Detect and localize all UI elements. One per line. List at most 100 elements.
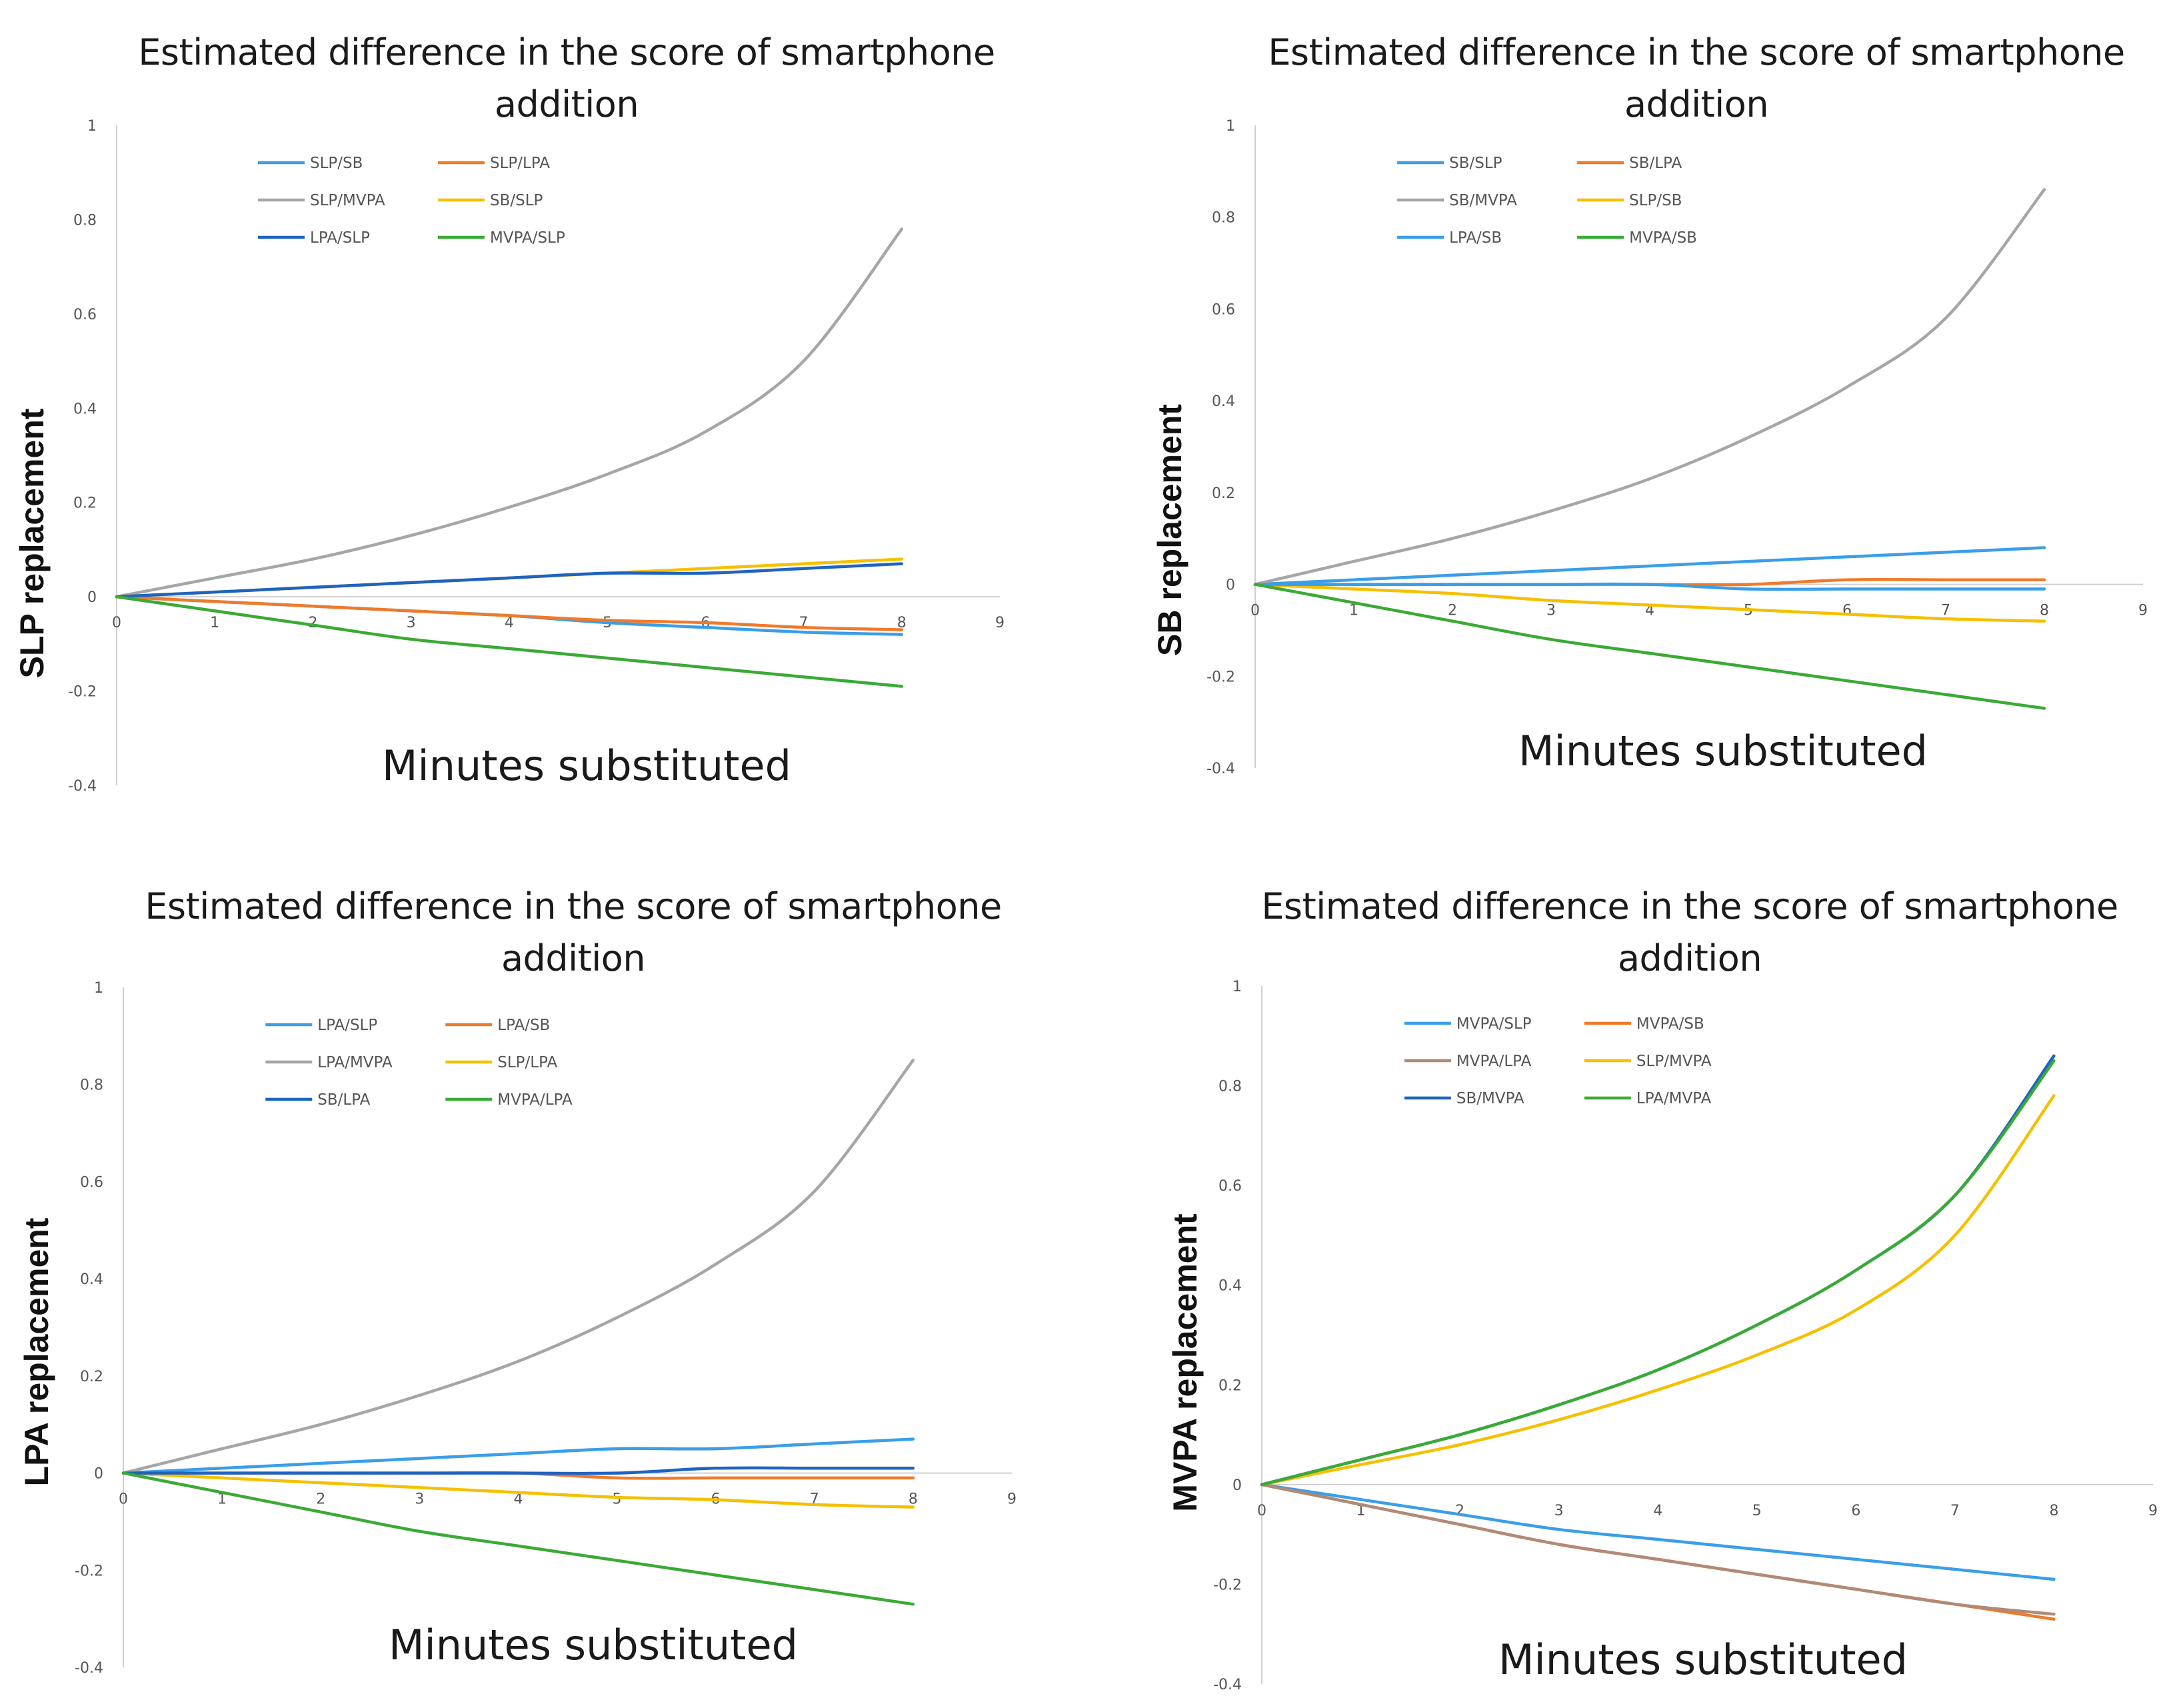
y-tick-label: 0 [87,589,97,606]
y-tick-label: 0.8 [73,212,97,229]
y-tick-label: 0.4 [80,1271,103,1288]
legend-label: SB/SLP [1449,155,1502,172]
y-tick-label: -0.2 [1213,1577,1242,1593]
x-tick-label: 7 [1950,1503,1960,1519]
legend-label: SLP/MVPA [310,192,385,209]
chart-title: Estimated difference in the score of sma… [1216,881,2163,985]
y-tick-label: -0.2 [68,684,97,701]
series-line [115,227,904,599]
legend-label: SB/LPA [1629,155,1682,172]
series-line [1260,1483,2056,1616]
y-tick-label: -0.4 [68,778,97,795]
legend-label: LPA/MVPA [1636,1090,1712,1107]
legend-label: SLP/SB [310,155,363,172]
x-tick-label: 6 [1851,1503,1860,1519]
chart-svg-sb: 10.80.60.40.20-0.2-0.40 1 2 3 4 5 6 7 8 9SB/SLP SB… [1206,118,2148,777]
y-tick-label: 0.2 [1218,1377,1242,1394]
y-axis-label: SB replacement [1151,404,1188,656]
x-tick-label: 8 [909,1491,918,1508]
x-tick-label: 8 [897,615,907,631]
x-tick-label: 0 [112,615,121,631]
x-tick-label: 1 [210,615,219,631]
x-tick-label: 5 [613,1491,622,1508]
legend-label: SB/MVPA [1449,192,1517,209]
y-tick-label: 1 [94,980,103,997]
y-tick-label: 0 [94,1466,103,1483]
y-tick-label: 0.4 [1212,393,1235,410]
legend-label: SLP/LPA [490,155,550,172]
series-line [1253,583,2046,710]
x-tick-label: 3 [1546,603,1556,619]
legend-label: LPA/SLP [317,1017,377,1034]
x-axis-label: Minutes substituted [382,741,791,790]
legend-label: MVPA/SB [1636,1015,1704,1033]
x-tick-label: 2 [308,615,317,631]
series-line [115,595,904,688]
x-tick-label: 4 [513,1491,523,1508]
y-tick-label: 0.6 [1218,1178,1242,1195]
y-axis-label: MVPA replacement [1166,1213,1204,1512]
y-tick-label: -0.2 [75,1563,103,1579]
x-tick-label: 8 [2040,603,2049,619]
chart-title-line1: Estimated difference in the score of sma… [1268,31,2125,73]
chart-title-line2: addition [494,83,639,125]
series-line [1253,582,2046,591]
x-tick-label: 7 [1941,603,1950,619]
series-line [121,1437,915,1475]
x-tick-label: 6 [1842,603,1852,619]
chart-svg-mvpa: 1 0.8 0.6 0.4 0.2 0 -0.2 -0.4 0 1 2 3 4 5 6 7 8 9 MVPA/SLP… [1213,979,2158,1693]
y-tick-label: -0.4 [1206,761,1235,777]
legend-label: MVPA/LPA [1456,1053,1532,1070]
legend-label: MVPA/SB [1629,229,1697,247]
chart-title-line2: addition [1617,937,1762,979]
legend-label: SLP/MVPA [1636,1053,1712,1070]
series-line [121,1471,915,1509]
series-line [1260,1094,2056,1487]
series-line [121,1059,915,1475]
y-tick-label: 0.6 [1212,301,1235,318]
x-axis-label: Minutes substituted [389,1621,798,1669]
y-tick-label: 0.8 [1212,210,1235,227]
y-axis-label: LPA replacement [18,1217,55,1487]
x-tick-label: 5 [1752,1503,1762,1519]
x-tick-label: 8 [2049,1503,2058,1519]
chart-title-line1: Estimated difference in the score of sma… [138,31,995,73]
x-tick-label: 1 [1349,603,1358,619]
x-tick-label: 3 [1554,1503,1564,1519]
x-tick-label: 0 [119,1491,128,1508]
y-tick-label: -0.4 [75,1660,103,1677]
y-tick-label: 0.6 [73,307,97,323]
y-tick-label: 0.8 [1218,1079,1242,1095]
y-tick-label: 0.4 [73,401,97,417]
chart-title-line1: Estimated difference in the score of sma… [145,885,1002,927]
x-tick-label: 1 [1356,1503,1366,1519]
y-tick-label: 1 [87,118,97,135]
series-line [1260,1054,2056,1487]
x-tick-label: 0 [1250,603,1260,619]
legend-label: SLP/LPA [497,1054,557,1071]
y-tick-label: 0.8 [80,1077,103,1094]
legend-label: SB/SLP [490,192,543,209]
x-tick-label: 3 [415,1491,424,1508]
legend-label: MVPA/LPA [497,1091,573,1109]
legend-label: LPA/SLP [310,229,370,247]
series-line [1260,1059,2056,1487]
legend-label: MVPA/SLP [1456,1015,1532,1033]
x-axis-label: Minutes substituted [1518,727,1928,775]
legend-label: SLP/SB [1629,192,1682,209]
y-tick-label: 0.2 [1212,485,1235,502]
y-tick-label: 0.2 [80,1369,103,1385]
chart-title: Estimated difference in the score of sma… [1230,27,2163,131]
x-axis-label: Minutes substituted [1498,1635,1908,1684]
series-line [121,1471,915,1606]
chart-title-line2: addition [1624,83,1769,125]
chart-title-line2: addition [501,937,646,979]
chart-title: Estimated difference in the score of sma… [93,27,1040,131]
y-tick-label: 0.4 [1218,1278,1242,1295]
legend-label: SB/LPA [317,1091,370,1109]
x-tick-label: 0 [1257,1503,1266,1519]
x-tick-label: 3 [407,615,416,631]
x-tick-label: 2 [1455,1503,1464,1519]
chart-panel-slp: 1 0.8 0.6 0.4 0.2 0 -0.2 -0.4 0 1 2 3 4 5 6 7 8 9 SLP/SB SL… [0,0,1083,854]
